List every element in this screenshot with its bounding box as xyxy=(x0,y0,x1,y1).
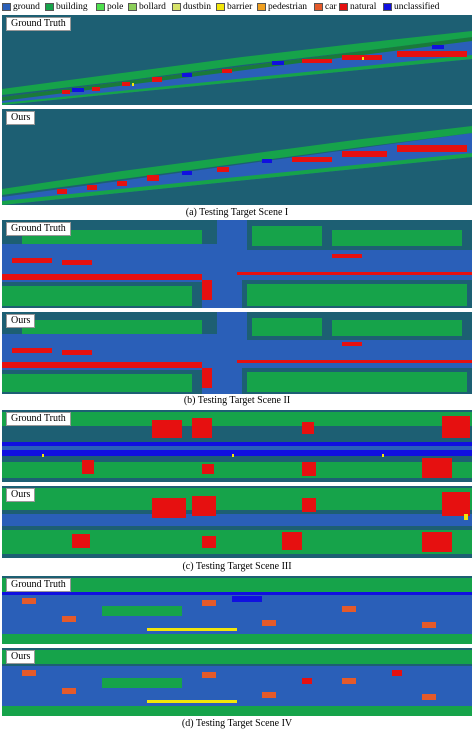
scene1-ours-panel: Ours xyxy=(2,109,472,205)
scene2-ours-pointcloud xyxy=(2,312,472,394)
scene4-ours-panel: Ours xyxy=(2,648,472,716)
legend-label: pole xyxy=(107,2,124,12)
panel-label: Ground Truth xyxy=(6,578,71,592)
legend-swatch-building xyxy=(45,3,54,11)
panel-label: Ground Truth xyxy=(6,222,71,236)
legend-swatch-bollard xyxy=(128,3,137,11)
scene1-ground-truth-panel: Ground Truth xyxy=(2,15,472,105)
panel-label: Ours xyxy=(6,314,36,328)
scene2-ground-truth-pointcloud xyxy=(2,220,472,308)
scene3-ours-pointcloud xyxy=(2,488,472,554)
legend-item-building: building xyxy=(45,1,88,13)
legend-item-ground: ground xyxy=(2,1,40,13)
legend-label: barrier xyxy=(227,2,253,12)
legend-item-dustbin: dustbin xyxy=(172,1,211,13)
scene4-caption: (d) Testing Target Scene IV xyxy=(181,718,293,729)
legend-swatch-unclassified xyxy=(383,3,392,11)
legend-label: ground xyxy=(13,2,40,12)
legend-label: bollard xyxy=(139,2,166,12)
scene1-ground-truth-pointcloud xyxy=(2,31,472,105)
legend-label: building xyxy=(56,2,88,12)
panel-label: Ours xyxy=(6,488,36,502)
legend-label: unclassified xyxy=(394,2,440,12)
legend-item-unclassified: unclassified xyxy=(383,1,439,13)
panel-label: Ours xyxy=(6,650,36,664)
scene3-ours-panel: Ours xyxy=(2,486,472,558)
legend-swatch-pedestrian xyxy=(257,3,266,11)
legend-item-pedestrian: pedestrian xyxy=(257,1,307,13)
legend-item-barrier: barrier xyxy=(216,1,252,13)
legend-label: natural xyxy=(350,2,377,12)
scene2-caption: (b) Testing Target Scene II xyxy=(183,395,291,406)
scene3-caption: (c) Testing Target Scene III xyxy=(182,561,292,572)
class-legend: ground building pole bollard dustbin bar… xyxy=(2,1,472,13)
legend-label: car xyxy=(325,2,337,12)
legend-item-bollard: bollard xyxy=(128,1,166,13)
legend-swatch-natural xyxy=(339,3,348,11)
scene3-ground-truth-panel: Ground Truth xyxy=(2,410,472,482)
scene2-ground-truth-panel: Ground Truth xyxy=(2,220,472,308)
scene1-caption: (a) Testing Target Scene I xyxy=(185,207,289,218)
legend-label: dustbin xyxy=(183,2,211,12)
scene3-ground-truth-pointcloud xyxy=(2,412,472,478)
scene4-ground-truth-pointcloud xyxy=(2,578,472,644)
legend-item-natural: natural xyxy=(339,1,376,13)
legend-swatch-car xyxy=(314,3,323,11)
legend-item-pole: pole xyxy=(96,1,123,13)
panel-label: Ours xyxy=(6,111,36,125)
panel-label: Ground Truth xyxy=(6,17,71,31)
panel-label: Ground Truth xyxy=(6,412,71,426)
legend-swatch-barrier xyxy=(216,3,225,11)
scene2-ours-panel: Ours xyxy=(2,312,472,394)
legend-swatch-pole xyxy=(96,3,105,11)
scene4-ground-truth-panel: Ground Truth xyxy=(2,576,472,644)
legend-swatch-dustbin xyxy=(172,3,181,11)
legend-swatch-ground xyxy=(2,3,11,11)
legend-item-car: car xyxy=(314,1,337,13)
legend-label: pedestrian xyxy=(268,2,308,12)
scene1-ours-pointcloud xyxy=(2,126,472,205)
scene4-ours-pointcloud xyxy=(2,650,472,716)
